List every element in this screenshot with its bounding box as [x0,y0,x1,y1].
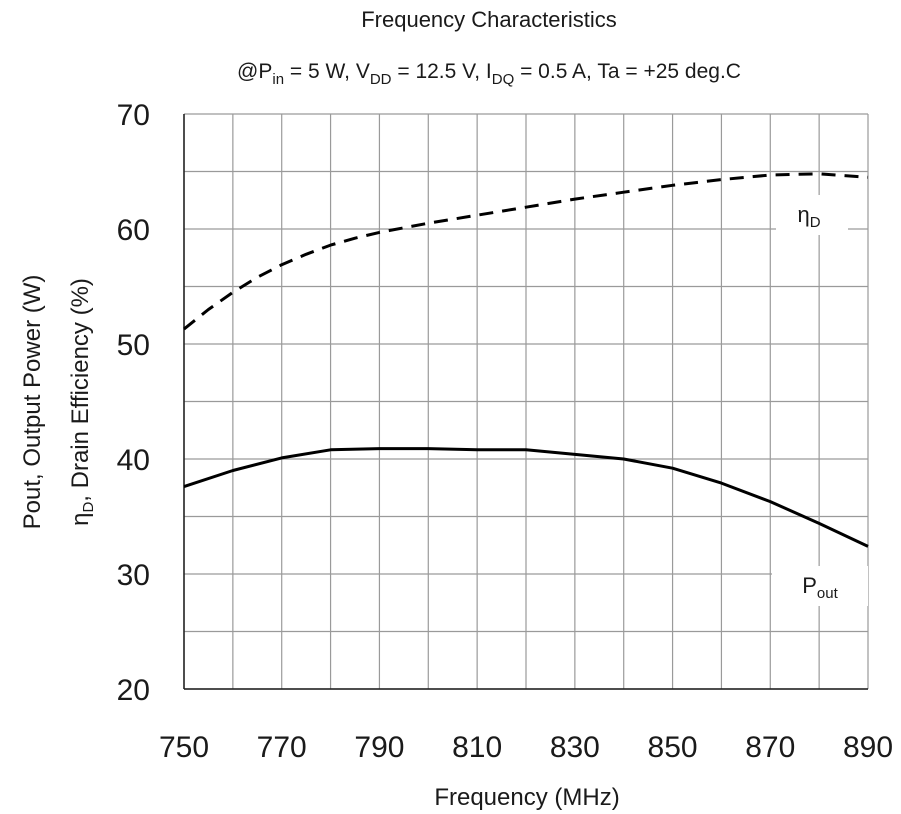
x-tick-label: 830 [550,731,600,764]
y-axis-label-line2: ηD, Drain Efficiency (%) [67,278,97,526]
x-axis-label: Frequency (MHz) [434,784,619,811]
series-label-eta: ηD [797,202,820,231]
x-tick-label: 750 [159,731,209,764]
y-axis-ticks: 20 30 40 50 60 70 [117,99,150,707]
y-axis-label-line1: Pout, Output Power (W) [19,275,46,530]
x-tick-label: 810 [452,731,502,764]
chart-subtitle: @Pin = 5 W, VDD = 12.5 V, IDQ = 0.5 A, T… [237,60,741,88]
y-tick-label: 60 [117,214,150,247]
y-tick-label: 20 [117,674,150,707]
plot-grid [183,113,869,690]
chart-title: Frequency Characteristics [361,7,617,32]
series-label-pout: Pout [802,573,838,602]
y-tick-label: 40 [117,444,150,477]
series-layer [183,172,869,548]
x-tick-label: 890 [843,731,893,764]
x-tick-label: 850 [648,731,698,764]
x-tick-label: 870 [745,731,795,764]
pout-label-bg [772,566,868,606]
x-tick-label: 770 [257,731,307,764]
y-tick-label: 70 [117,99,150,132]
series-line-pout [183,447,869,548]
x-axis-ticks: 750 770 790 810 830 850 870 890 [159,731,893,764]
eta-label-bg [776,195,848,235]
y-tick-label: 50 [117,329,150,362]
y-tick-label: 30 [117,559,150,592]
x-tick-label: 790 [354,731,404,764]
